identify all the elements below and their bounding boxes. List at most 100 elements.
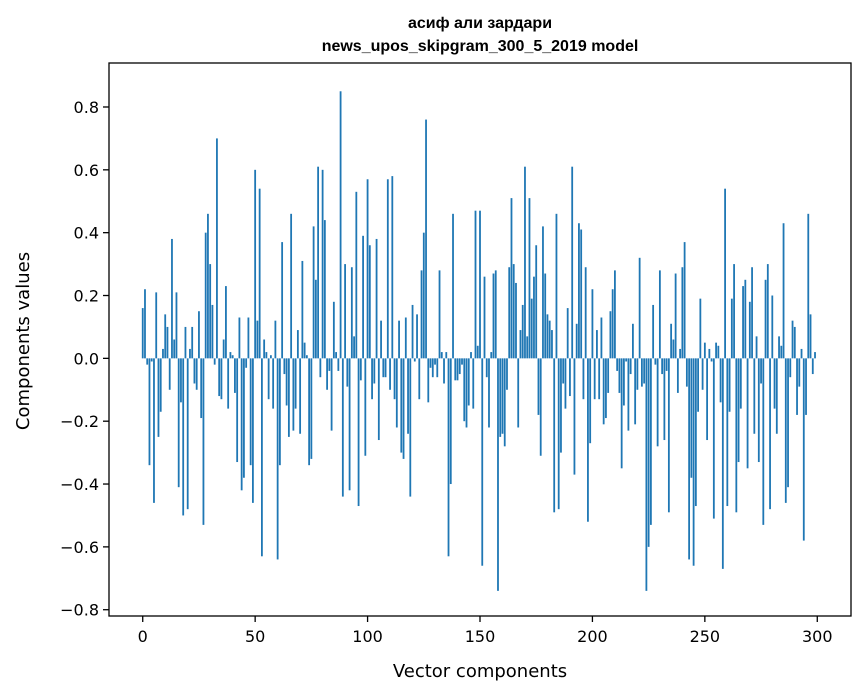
bar [261,358,263,557]
bar [616,358,619,371]
bar [418,358,421,400]
bar [420,270,423,359]
bar [472,358,475,409]
bar [598,358,601,400]
bar [553,358,556,513]
bar [688,358,691,560]
x-tick-label: 300 [802,627,833,646]
bar [159,358,162,412]
bar [371,358,373,400]
bar [335,352,337,359]
bar [537,358,540,415]
bar [748,301,751,359]
bar [283,358,286,375]
bar [762,358,765,525]
bar [458,358,461,375]
bar [328,358,331,371]
bar [269,355,272,359]
bar [296,330,299,359]
bar [274,320,277,359]
bar [220,358,223,400]
bar [353,336,355,359]
bar [173,339,176,359]
bar [243,358,245,478]
bar [449,358,452,485]
bar [144,289,146,359]
bar [640,358,643,387]
bar [814,352,816,359]
bar [438,270,441,359]
bar [267,358,270,400]
x-tick-label: 150 [465,627,496,646]
bar [155,292,158,359]
bar [265,352,268,359]
bar [202,358,205,525]
bar [355,191,358,359]
bar [674,273,677,359]
bar [564,358,567,409]
bar [744,279,747,359]
bar [751,267,753,359]
bar [191,326,194,359]
bar [654,358,657,365]
bar [287,358,290,437]
bar [802,358,805,541]
bar [393,358,396,400]
bar [679,348,682,359]
bar [368,245,371,359]
bar [800,348,803,359]
bar [569,358,571,397]
bar [778,336,780,359]
bar [524,166,526,359]
bar [461,358,463,365]
bar [519,330,522,359]
bar [382,358,385,378]
bar [305,355,308,359]
bar [692,358,695,566]
bar [422,232,425,359]
bar [463,358,466,422]
bar [177,358,180,488]
bar [312,226,315,359]
bar [182,358,185,516]
bar [757,358,760,463]
bar [294,358,297,409]
bar [703,342,706,359]
bar [699,298,702,359]
bar [602,358,605,425]
bar [663,358,666,441]
bar [645,358,648,591]
bar [236,358,239,463]
bar [249,358,252,466]
bar [272,358,275,409]
bar [348,358,351,491]
bar [200,358,203,419]
bar [791,320,794,359]
bar [742,286,744,359]
bar [364,358,367,456]
bar [683,242,686,359]
bar [193,358,196,384]
bar [373,358,376,384]
bar [198,311,200,359]
y-tick-label: −0.6 [60,538,99,557]
bar [470,352,472,359]
bar [730,298,733,359]
bar [454,358,457,381]
x-tick-label: 0 [138,627,148,646]
bar [506,358,508,390]
bar [796,358,798,415]
bar [216,138,218,359]
bar [544,273,547,359]
bar [395,358,398,428]
bar [467,358,470,406]
bar [148,358,151,466]
x-tick-label: 50 [245,627,265,646]
bar [218,358,221,397]
y-tick-label: −0.4 [60,475,99,494]
bar [497,358,499,591]
bar [562,358,565,384]
bar [769,358,771,510]
bar [431,358,434,378]
